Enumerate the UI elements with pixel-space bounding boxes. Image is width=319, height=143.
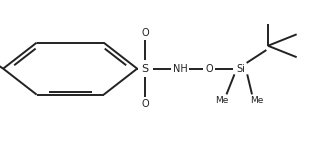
- Text: Me: Me: [215, 96, 228, 105]
- Text: NH: NH: [173, 64, 188, 74]
- Text: O: O: [141, 99, 149, 109]
- Text: O: O: [141, 28, 149, 38]
- Text: S: S: [142, 64, 149, 74]
- Text: Si: Si: [236, 64, 245, 74]
- Text: Me: Me: [250, 96, 263, 105]
- Text: O: O: [205, 64, 213, 74]
